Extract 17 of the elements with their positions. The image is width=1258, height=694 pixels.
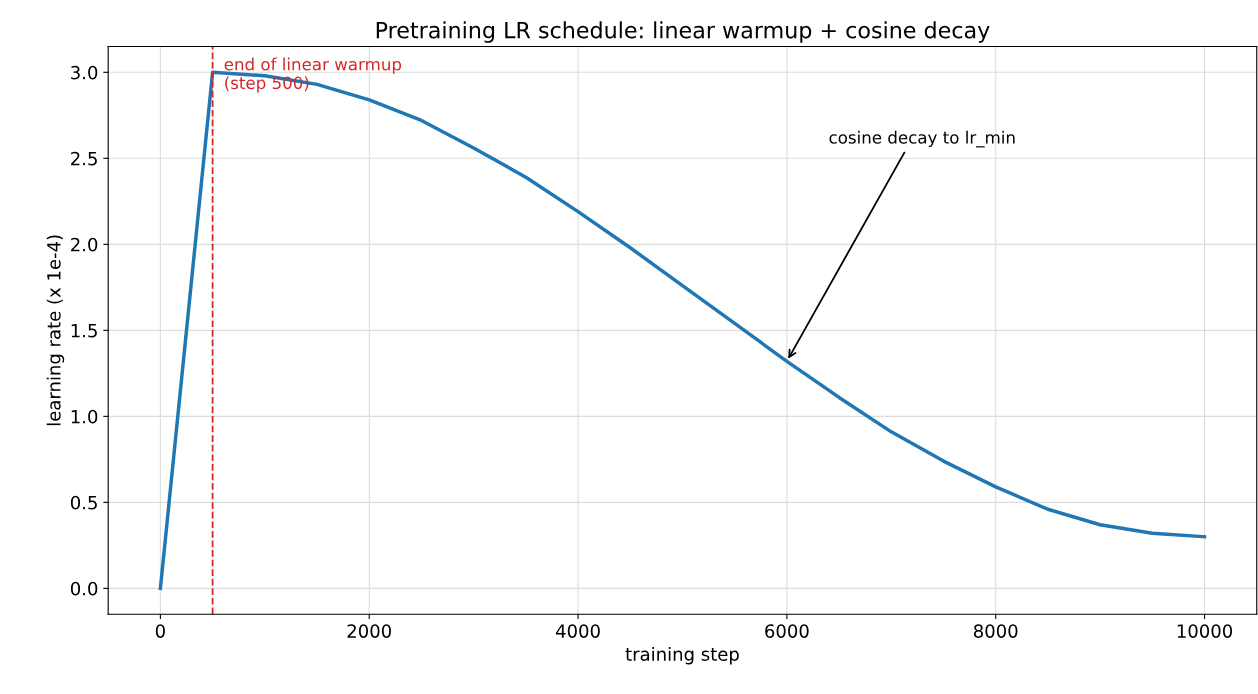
x-tick-label: 8000: [973, 624, 1018, 638]
y-tick-label: 2.0: [71, 237, 98, 252]
x-tick-label: 2000: [347, 624, 391, 638]
x-axis-title: training step: [625, 646, 739, 665]
y-tick-label: 3.0: [71, 65, 98, 80]
x-tick-label: 10000: [1177, 624, 1233, 638]
y-tick-label: 0.5: [70, 495, 97, 510]
x-tick-label: 4000: [555, 624, 600, 638]
annotation: cosine decay to lr_min: [829, 130, 1015, 148]
y-tick-label: 2.5: [71, 151, 97, 166]
y-tick-label: 0.0: [70, 581, 98, 596]
y-axis-title: learning rate (x 1e-4): [46, 235, 65, 426]
x-tick-label: 0: [155, 624, 165, 638]
y-tick-label: 1.5: [71, 324, 97, 338]
y-tick-label: 1.0: [71, 409, 98, 424]
x-tick-label: 6000: [765, 624, 809, 638]
chart-title: Pretraining LR schedule: linear warmup + cosine decay: [376, 21, 990, 43]
